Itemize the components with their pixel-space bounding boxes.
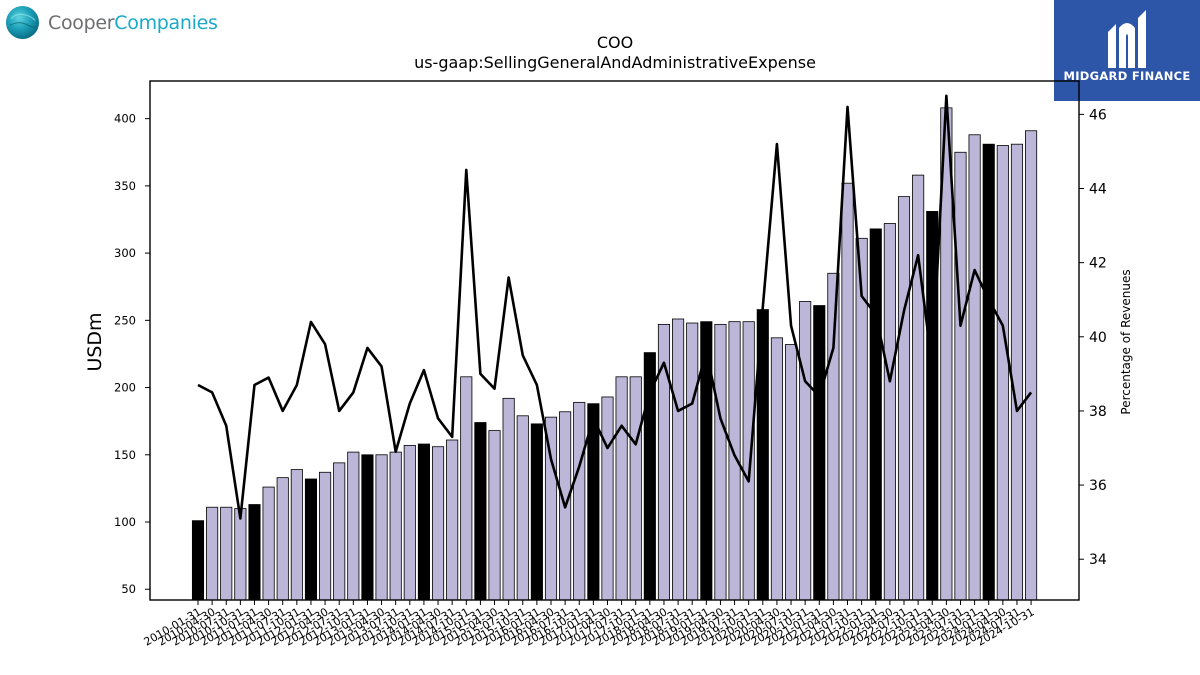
bar-2014-01-31 bbox=[417, 443, 430, 601]
bar-2014-07-31 bbox=[446, 439, 459, 601]
bar-2024-10-31 bbox=[1025, 130, 1038, 601]
bar-2019-04-30 bbox=[714, 323, 727, 601]
bar-2022-04-30 bbox=[883, 223, 896, 601]
y-axis-label: USDm bbox=[84, 312, 106, 371]
y-tick-label-250: 250 bbox=[114, 313, 136, 327]
bar-2023-07-31 bbox=[954, 151, 967, 601]
y-tick-label-50: 50 bbox=[121, 582, 136, 596]
bar-2016-01-31 bbox=[530, 423, 543, 601]
brand-text: MIDGARD FINANCE bbox=[1063, 69, 1191, 83]
y-tick-label-350: 350 bbox=[114, 179, 136, 193]
bar-2021-07-31 bbox=[841, 182, 854, 601]
bar-2013-10-31 bbox=[403, 444, 416, 601]
bar-2022-10-31 bbox=[912, 174, 925, 601]
chart-subtitle: us-gaap:SellingGeneralAndAdministrativeE… bbox=[414, 53, 816, 72]
bar-2015-07-31 bbox=[502, 397, 515, 601]
bar-2012-01-31 bbox=[304, 478, 318, 601]
axes: 5010015020025030035040034363840424446201… bbox=[114, 80, 1107, 649]
bar-2022-01-31 bbox=[869, 228, 882, 601]
y-tick-label-400: 400 bbox=[114, 112, 136, 126]
bar-2024-04-30 bbox=[996, 145, 1009, 601]
bar-2011-01-31 bbox=[248, 504, 261, 601]
bar-2012-04-30 bbox=[319, 471, 332, 601]
midgard-mark-icon bbox=[1108, 10, 1146, 68]
bar-2010-01-31 bbox=[191, 520, 205, 601]
logo-text-companies: Companies bbox=[114, 12, 218, 34]
bar-2013-01-31 bbox=[361, 454, 374, 601]
line-series bbox=[197, 94, 1033, 520]
y-tick-label-100: 100 bbox=[114, 515, 136, 529]
bar-2018-10-31 bbox=[686, 322, 699, 601]
bar-2020-10-31 bbox=[799, 301, 812, 601]
y2-tick-label-38: 38 bbox=[1089, 404, 1107, 420]
bar-2017-07-31 bbox=[615, 376, 628, 601]
y2-tick-label-44: 44 bbox=[1089, 182, 1107, 198]
bar-2011-04-30 bbox=[262, 486, 275, 601]
bar-2012-07-31 bbox=[333, 462, 346, 601]
bar-2014-04-30 bbox=[431, 446, 445, 601]
bar-2020-07-31 bbox=[784, 344, 798, 601]
bar-2013-04-30 bbox=[375, 454, 388, 601]
y2-tick-label-42: 42 bbox=[1089, 256, 1107, 272]
bar-2012-10-31 bbox=[347, 451, 360, 601]
y-tick-label-200: 200 bbox=[114, 381, 136, 395]
bar-2019-10-31 bbox=[742, 321, 755, 601]
bar-2013-07-31 bbox=[389, 451, 402, 601]
bar-2024-07-31 bbox=[1010, 143, 1024, 601]
percentage-line bbox=[197, 94, 1033, 520]
bar-2011-10-31 bbox=[290, 469, 303, 601]
chart-title: COO bbox=[597, 33, 633, 52]
bar-2014-10-31 bbox=[460, 376, 473, 601]
bar-2023-10-31 bbox=[968, 134, 981, 601]
bar-2015-04-30 bbox=[488, 430, 501, 601]
bar-2022-07-31 bbox=[897, 196, 911, 601]
bar-2021-04-30 bbox=[827, 272, 840, 601]
bar-2020-04-30 bbox=[770, 337, 783, 601]
y2-tick-label-34: 34 bbox=[1089, 552, 1107, 568]
bar-2010-04-30 bbox=[206, 506, 219, 601]
bar-2010-10-31 bbox=[234, 508, 247, 601]
bar-2018-07-31 bbox=[672, 318, 685, 601]
bar-series bbox=[191, 107, 1038, 601]
bar-2015-10-31 bbox=[516, 415, 529, 601]
bar-2010-07-31 bbox=[220, 506, 233, 601]
y-tick-label-300: 300 bbox=[114, 246, 136, 260]
y-tick-label-150: 150 bbox=[114, 448, 136, 462]
logo-text-cooper: Cooper bbox=[48, 12, 115, 34]
plot-frame bbox=[149, 80, 1080, 601]
bar-2015-01-31 bbox=[474, 422, 487, 601]
y2-tick-label-46: 46 bbox=[1089, 107, 1107, 123]
bar-2017-04-30 bbox=[601, 396, 614, 601]
bar-2017-10-31 bbox=[629, 376, 642, 601]
company-logo-text: CooperCompanies bbox=[48, 12, 218, 34]
bar-2021-01-31 bbox=[813, 305, 826, 601]
y2-tick-label-36: 36 bbox=[1089, 478, 1107, 494]
bar-2016-10-31 bbox=[573, 401, 586, 601]
y2-axis-label: Percentage of Revenues bbox=[1119, 269, 1133, 414]
globe-logo-icon bbox=[5, 5, 40, 40]
bar-2011-07-31 bbox=[276, 477, 289, 601]
bar-2024-01-31 bbox=[982, 143, 995, 601]
y2-tick-label-40: 40 bbox=[1089, 330, 1107, 346]
